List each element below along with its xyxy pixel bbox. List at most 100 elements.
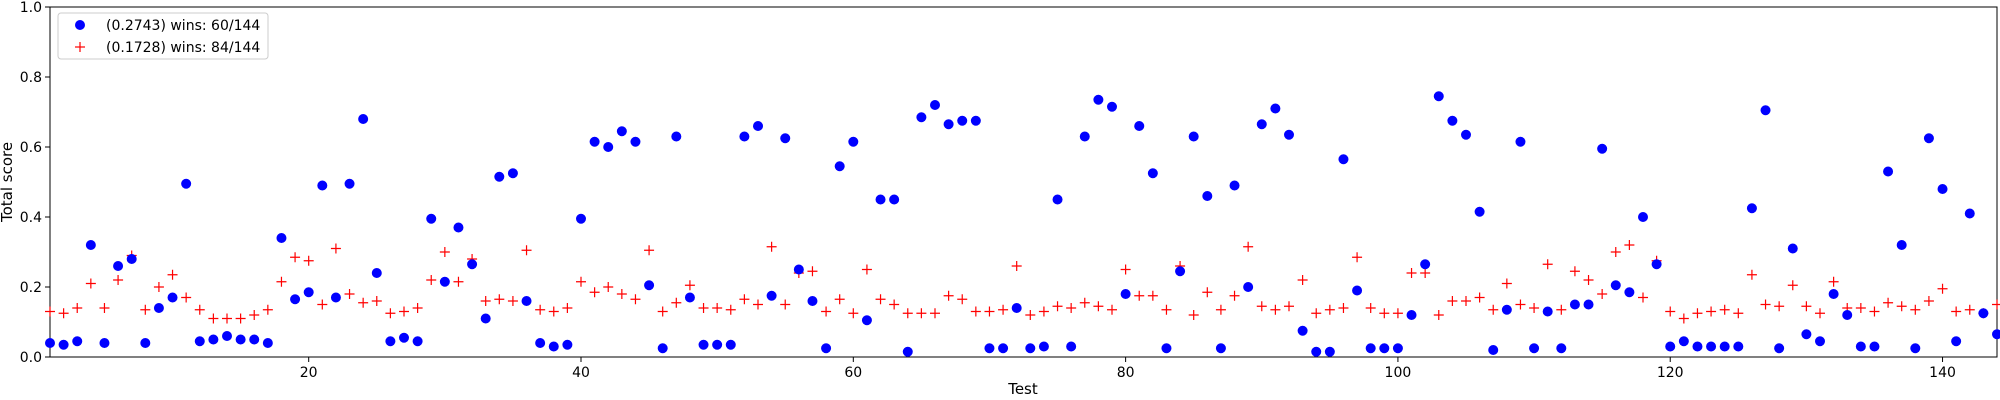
series-2-point xyxy=(1379,308,1390,319)
series-2-point xyxy=(399,306,409,317)
series-1-point xyxy=(1992,329,2000,340)
legend-label-series-2: (0.1728) wins: 84/144 xyxy=(106,40,260,56)
series-1-point xyxy=(1964,208,1975,219)
series-2-point xyxy=(671,297,682,308)
series-2-point xyxy=(1270,304,1281,315)
series-1-point xyxy=(426,213,437,224)
series-2-point xyxy=(385,308,396,319)
series-2-point xyxy=(616,289,627,299)
series-2-point xyxy=(712,303,723,313)
series-2-point xyxy=(1025,310,1036,320)
series-1-point xyxy=(1284,129,1294,140)
series-1-point xyxy=(276,233,287,243)
series-1-point xyxy=(1651,259,1662,270)
series-1-point xyxy=(807,296,818,306)
series-1-point xyxy=(1597,143,1608,154)
series-1-point xyxy=(1256,119,1267,130)
series-1-point xyxy=(1406,310,1417,320)
series-2-point xyxy=(330,243,341,254)
series-1-point xyxy=(1038,341,1049,352)
series-2-point xyxy=(1297,275,1308,285)
series-1-point xyxy=(943,119,954,130)
series-1-point xyxy=(494,171,505,182)
series-1-point xyxy=(1815,336,1825,347)
series-1-point xyxy=(45,338,55,348)
x-tick-label: 100 xyxy=(1385,365,1412,381)
series-1-point xyxy=(1733,341,1744,352)
series-1-point xyxy=(507,168,518,179)
series-1-point xyxy=(222,331,232,341)
series-2-point xyxy=(1202,287,1213,298)
series-1-points xyxy=(45,91,2000,357)
series-2-point xyxy=(1801,301,1812,312)
series-2-point xyxy=(725,304,736,315)
series-1-point xyxy=(535,338,546,348)
series-1-point xyxy=(1338,154,1349,165)
series-2-point xyxy=(181,292,192,303)
series-1-point xyxy=(72,336,83,347)
series-2-point xyxy=(1665,306,1676,317)
series-2-point xyxy=(766,241,777,252)
series-1-point xyxy=(1542,306,1553,317)
series-1-point xyxy=(290,294,301,305)
series-1-point xyxy=(861,315,872,326)
series-1-point xyxy=(1828,289,1839,299)
series-2-point xyxy=(1079,297,1090,308)
series-2-point xyxy=(1433,310,1444,320)
series-2-point xyxy=(1311,308,1322,319)
series-2-point xyxy=(930,308,940,319)
series-1-point xyxy=(235,334,246,345)
series-1-point xyxy=(303,287,314,298)
series-1-point xyxy=(916,112,927,123)
series-2-point xyxy=(1256,301,1267,312)
series-2-point xyxy=(371,296,382,306)
series-2-point xyxy=(984,306,995,317)
series-2-point xyxy=(99,303,110,313)
series-1-point xyxy=(1202,191,1213,201)
series-2-point xyxy=(1406,268,1417,278)
series-1-point xyxy=(1501,304,1512,315)
series-1-point xyxy=(657,343,668,354)
series-2-points xyxy=(45,240,2000,324)
series-2-point xyxy=(1107,304,1117,315)
series-1-point xyxy=(1692,341,1703,352)
series-2-point xyxy=(1774,301,1785,312)
series-2-point xyxy=(1011,261,1022,271)
series-1-point xyxy=(1624,287,1635,298)
series-2-point xyxy=(644,245,655,256)
x-tick-label: 20 xyxy=(300,365,318,381)
series-1-point xyxy=(330,292,341,303)
series-2-point xyxy=(426,275,437,285)
series-2-point xyxy=(1215,304,1226,315)
legend-label-series-1: (0.2743) wins: 60/144 xyxy=(106,18,260,34)
x-tick-label: 40 xyxy=(572,365,590,381)
series-2-point xyxy=(344,289,355,299)
series-2-point xyxy=(1869,306,1880,317)
series-2-point xyxy=(1052,301,1063,312)
series-1-point xyxy=(1324,346,1335,357)
series-2-point xyxy=(1392,308,1403,319)
series-2-point xyxy=(807,266,818,277)
series-2-point xyxy=(1420,268,1431,278)
x-axis: 20 40 60 80 100 120 140 xyxy=(300,357,1956,381)
series-1-point xyxy=(1583,299,1594,310)
series-2-point xyxy=(222,313,232,324)
series-1-point xyxy=(1855,341,1866,352)
y-tick-label: 1.0 xyxy=(20,0,42,16)
series-1-point xyxy=(616,126,627,137)
series-1-point xyxy=(603,142,614,152)
series-1-point xyxy=(562,339,573,350)
series-1-point xyxy=(1787,243,1798,254)
series-1-point xyxy=(1978,308,1989,319)
series-2-point xyxy=(753,299,763,310)
series-1-point xyxy=(113,261,124,271)
series-2-point xyxy=(698,303,709,313)
series-2-point xyxy=(630,294,641,305)
series-2-point xyxy=(1229,290,1240,301)
series-1-point xyxy=(1883,166,1894,177)
series-2-point xyxy=(208,313,219,324)
series-2-point xyxy=(140,304,151,315)
y-tick-label: 0.0 xyxy=(20,350,42,366)
legend: (0.2743) wins: 60/144 (0.1728) wins: 84/… xyxy=(57,12,269,60)
series-2-point xyxy=(113,275,124,285)
